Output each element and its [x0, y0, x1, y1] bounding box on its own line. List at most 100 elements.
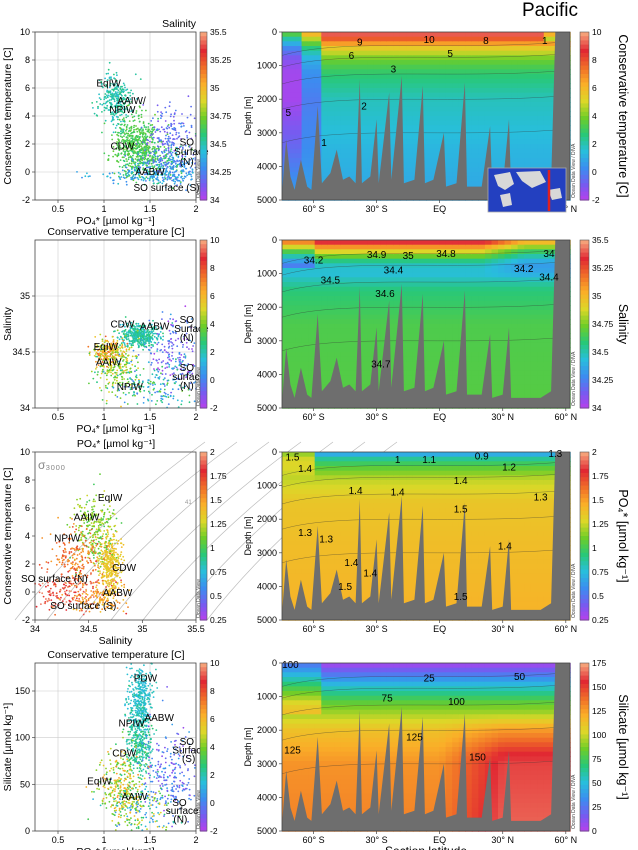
- section-cell: [491, 148, 499, 155]
- section-cell: [471, 102, 479, 108]
- colorbar-swatch: [580, 65, 589, 71]
- scatter-point: [147, 163, 150, 165]
- scatter-point: [147, 385, 150, 388]
- section-cell: [432, 139, 440, 145]
- section-cell: [524, 148, 532, 155]
- scatter-point: [184, 355, 187, 357]
- section-cell: [478, 78, 486, 85]
- section-cell: [412, 97, 421, 103]
- section-cell: [295, 282, 303, 288]
- section-cell: [419, 83, 427, 89]
- section-cell: [334, 60, 342, 66]
- section-cell: [517, 106, 525, 113]
- scatter-point: [123, 370, 125, 372]
- scatter-point: [148, 179, 151, 182]
- scatter-point: [168, 161, 170, 164]
- section-cell: [295, 263, 303, 269]
- section-cell: [327, 78, 335, 85]
- scatter-point: [134, 163, 137, 166]
- section-cell: [308, 116, 316, 122]
- colorbar-tick-label: -2: [210, 403, 218, 413]
- scatter-point: [115, 147, 118, 150]
- scatter-point: [128, 362, 131, 364]
- section-cell: [314, 69, 322, 75]
- scatter-point: [125, 180, 128, 183]
- scatter-point: [108, 101, 111, 104]
- section-cell: [452, 153, 460, 159]
- scatter-point: [116, 99, 119, 102]
- scatter-point: [169, 332, 172, 335]
- section-cell: [406, 106, 414, 113]
- scatter-point: [138, 105, 141, 108]
- scatter-point: [114, 153, 117, 156]
- section-cell: [517, 60, 525, 66]
- scatter-point: [113, 172, 116, 175]
- section-cell: [537, 74, 545, 80]
- scatter-point: [108, 369, 110, 372]
- section-cell: [367, 46, 375, 52]
- section-cell: [452, 32, 460, 38]
- scatter-point: [170, 163, 173, 166]
- section-cell: [511, 148, 519, 155]
- scatter-point: [148, 344, 150, 347]
- section-cell: [327, 254, 335, 260]
- scatter-point: [130, 113, 133, 116]
- section-cell: [301, 139, 309, 145]
- section-cell: [288, 144, 296, 150]
- section-cell: [445, 64, 453, 71]
- scatter-point: [183, 177, 186, 180]
- contour-label: 3: [391, 64, 397, 75]
- scatter-point: [123, 144, 125, 147]
- colorbar-swatch: [580, 82, 589, 88]
- scatter-point: [161, 343, 164, 346]
- scatter-point: [121, 371, 124, 374]
- section-cell: [334, 356, 342, 363]
- section-cell: [445, 88, 453, 94]
- y-tick-label: 10: [20, 27, 30, 37]
- section-cell: [393, 50, 401, 57]
- scatter-point: [158, 140, 161, 143]
- scatter-point: [133, 147, 135, 149]
- colorbar-tick-label: -2: [592, 195, 600, 205]
- section-cell: [439, 125, 447, 131]
- section-cell: [347, 333, 355, 339]
- scatter-point: [120, 99, 123, 101]
- section-cell: [498, 88, 506, 94]
- section-cell: [543, 148, 551, 155]
- section-cell: [465, 46, 473, 52]
- scatter-point: [133, 336, 135, 339]
- scatter-point: [98, 79, 101, 82]
- scatter-point: [124, 86, 126, 89]
- section-cell: [321, 102, 329, 108]
- section-cell: [367, 125, 375, 131]
- scatter-point: [174, 339, 177, 342]
- section-cell: [406, 74, 414, 80]
- colorbar-swatch: [200, 145, 207, 151]
- section-cell: [327, 286, 335, 293]
- colorbar-swatch: [200, 374, 207, 380]
- scatter-point: [125, 116, 128, 119]
- section-cell: [530, 83, 538, 89]
- section-cell: [458, 74, 466, 80]
- scatter-point: [137, 329, 139, 332]
- scatter-point: [168, 358, 171, 361]
- scatter-point: [120, 130, 122, 133]
- scatter-point: [160, 372, 162, 375]
- water-mass-label: (N): [180, 157, 194, 168]
- section-cell: [321, 111, 329, 117]
- section-cell: [282, 342, 290, 349]
- section-cell: [478, 120, 486, 127]
- scatter-point: [169, 151, 171, 154]
- section-cell: [367, 139, 375, 145]
- section-cell: [340, 310, 349, 316]
- section-cell: [295, 240, 303, 246]
- scatter-point: [153, 126, 156, 128]
- scatter-point: [138, 137, 141, 140]
- colorbar-swatch: [200, 324, 207, 329]
- scatter-point: [119, 347, 122, 350]
- scatter-point: [107, 382, 110, 385]
- scatter-point: [100, 389, 103, 392]
- scatter-point: [145, 345, 147, 348]
- section-cell: [308, 32, 316, 38]
